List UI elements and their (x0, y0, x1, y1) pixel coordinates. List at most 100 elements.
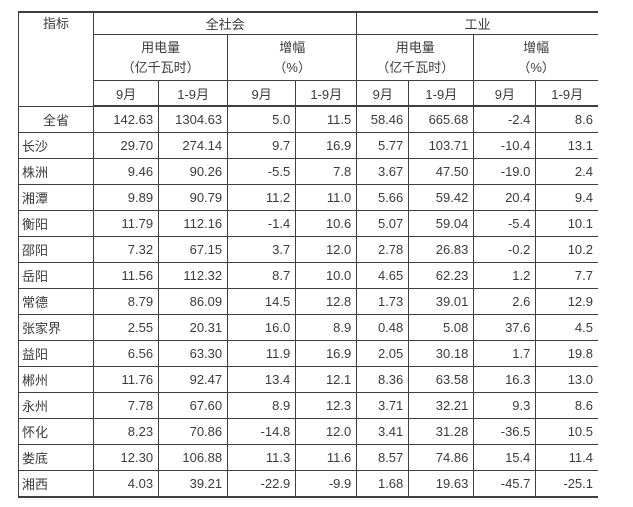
period-header-jan-sep: 1-9月 (408, 80, 475, 107)
value-cell: 90.79 (158, 184, 229, 211)
value-cell: 106.88 (158, 444, 229, 471)
region-cell: 全省 (17, 105, 95, 133)
value-cell: -9.9 (295, 470, 358, 498)
value-cell: 26.83 (408, 236, 475, 263)
indicator-header-cell: 指标 (17, 11, 95, 107)
region-cell: 株洲 (17, 158, 95, 185)
value-cell: 274.14 (158, 132, 229, 159)
value-cell: 4.65 (356, 262, 410, 289)
value-cell: 12.0 (295, 236, 358, 263)
value-cell: 1.2 (473, 262, 537, 289)
value-cell: -1.4 (227, 210, 297, 237)
value-cell: 103.71 (408, 132, 475, 159)
subheader-industry-consumption: 用电量 （亿千瓦时） (356, 34, 475, 81)
table-body: 全省 142.63 1304.63 5.0 11.5 58.46 665.68 -2.4 8.6… (17, 105, 598, 498)
value-cell: 63.30 (158, 340, 229, 367)
value-cell: 3.7 (227, 236, 297, 263)
value-cell: 13.1 (535, 132, 598, 159)
region-cell: 湘潭 (17, 184, 95, 211)
region-cell: 邵阳 (17, 236, 95, 263)
value-cell: 142.63 (93, 105, 160, 133)
value-cell: 39.21 (158, 470, 229, 498)
value-cell: 10.6 (295, 210, 358, 237)
value-cell: 1304.63 (158, 105, 229, 133)
value-cell: 14.5 (227, 288, 297, 315)
subheader-label: 用电量 (395, 39, 435, 55)
value-cell: 12.9 (535, 288, 598, 315)
value-cell: 39.01 (408, 288, 475, 315)
table-row: 株洲 9.46 90.26 -5.5 7.8 3.67 47.50 -19.0 2.4 (17, 158, 598, 185)
value-cell: 11.5 (295, 105, 358, 133)
value-cell: 9.46 (93, 158, 160, 185)
table-row: 永州 7.78 67.60 8.9 12.3 3.71 32.21 9.3 8.6 (17, 392, 598, 419)
value-cell: 16.0 (227, 314, 297, 341)
header-row-subgroups: 用电量 （亿千瓦时） 增幅 （%） 用电量 （亿千瓦时） 增幅 （%） (19, 34, 598, 81)
value-cell: 5.77 (356, 132, 410, 159)
value-cell: 5.07 (356, 210, 410, 237)
value-cell: 1.68 (356, 470, 410, 498)
period-header-jan-sep: 1-9月 (158, 80, 229, 107)
value-cell: 4.5 (535, 314, 598, 341)
value-cell: 12.30 (93, 444, 160, 471)
region-cell: 长沙 (17, 132, 95, 159)
subheader-label: 增幅 (279, 39, 306, 55)
value-cell: 2.4 (535, 158, 598, 185)
value-cell: 8.6 (535, 392, 598, 419)
value-cell: 5.66 (356, 184, 410, 211)
table-row: 张家界 2.55 20.31 16.0 8.9 0.48 5.08 37.6 4.5 (17, 314, 598, 341)
table-header: 指标 全社会 工业 用电量 （亿千瓦时） 增幅 （%） 用电量 （亿千瓦时） 增… (17, 11, 598, 107)
value-cell: 4.03 (93, 470, 160, 498)
value-cell: 20.4 (473, 184, 537, 211)
value-cell: 58.46 (356, 105, 410, 133)
subheader-unit: （%） (517, 59, 555, 75)
value-cell: 12.0 (295, 418, 358, 445)
value-cell: 16.3 (473, 366, 537, 393)
value-cell: 665.68 (408, 105, 475, 133)
page: { "colors": { "background": "#ffffff", "… (0, 11, 633, 507)
subheader-unit: （%） (273, 59, 311, 75)
value-cell: 11.76 (93, 366, 160, 393)
value-cell: 8.36 (356, 366, 410, 393)
value-cell: -45.7 (473, 470, 537, 498)
value-cell: 11.6 (295, 444, 358, 471)
value-cell: 7.7 (535, 262, 598, 289)
value-cell: 16.9 (295, 132, 358, 159)
table-row: 常德 8.79 86.09 14.5 12.8 1.73 39.01 2.6 12.9 (17, 288, 598, 315)
table-row: 益阳 6.56 63.30 11.9 16.9 2.05 30.18 1.7 19.8 (17, 340, 598, 367)
value-cell: 1.7 (473, 340, 537, 367)
value-cell: 74.86 (408, 444, 475, 471)
value-cell: 9.7 (227, 132, 297, 159)
value-cell: 9.89 (93, 184, 160, 211)
value-cell: 11.56 (93, 262, 160, 289)
value-cell: 67.60 (158, 392, 229, 419)
region-cell: 怀化 (17, 418, 95, 445)
value-cell: -0.2 (473, 236, 537, 263)
value-cell: 16.9 (295, 340, 358, 367)
value-cell: 30.18 (408, 340, 475, 367)
value-cell: 59.42 (408, 184, 475, 211)
value-cell: 10.1 (535, 210, 598, 237)
value-cell: 13.4 (227, 366, 297, 393)
value-cell: 112.16 (158, 210, 229, 237)
value-cell: 8.6 (535, 105, 598, 133)
value-cell: 59.04 (408, 210, 475, 237)
period-header-sep: 9月 (356, 80, 410, 107)
table-row: 郴州 11.76 92.47 13.4 12.1 8.36 63.58 16.3 13.0 (17, 366, 598, 393)
table-row: 怀化 8.23 70.86 -14.8 12.0 3.41 31.28 -36.5 10.5 (17, 418, 598, 445)
value-cell: 10.2 (535, 236, 598, 263)
table-row: 岳阳 11.56 112.32 8.7 10.0 4.65 62.23 1.2 7.7 (17, 262, 598, 289)
value-cell: 2.05 (356, 340, 410, 367)
value-cell: 8.57 (356, 444, 410, 471)
value-cell: 3.71 (356, 392, 410, 419)
electricity-consumption-table: 指标 全社会 工业 用电量 （亿千瓦时） 增幅 （%） 用电量 （亿千瓦时） 增… (17, 11, 598, 498)
subheader-society-growth: 增幅 （%） (227, 34, 358, 81)
value-cell: 5.08 (408, 314, 475, 341)
period-header-sep: 9月 (93, 80, 160, 107)
table-row: 娄底 12.30 106.88 11.3 11.6 8.57 74.86 15.4 11.4 (17, 444, 598, 471)
value-cell: 6.56 (93, 340, 160, 367)
header-row-groups: 指标 全社会 工业 (17, 11, 598, 107)
value-cell: 11.2 (227, 184, 297, 211)
value-cell: 62.23 (408, 262, 475, 289)
value-cell: 32.21 (408, 392, 475, 419)
table-row: 衡阳 11.79 112.16 -1.4 10.6 5.07 59.04 -5.4 10.1 (17, 210, 598, 237)
